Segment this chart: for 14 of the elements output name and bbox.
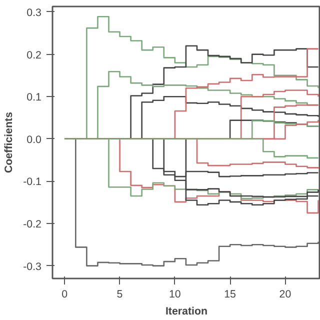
y-tick-label: 0.2 xyxy=(26,49,42,62)
y-tick-label: 0.0 xyxy=(26,134,42,146)
y-tick-label: -0.3 xyxy=(23,260,42,273)
y-axis-title: Coefficients xyxy=(3,112,16,173)
x-tick-label: 10 xyxy=(168,288,181,300)
y-tick-label: 0.3 xyxy=(26,7,42,19)
x-tick-label: 0 xyxy=(62,288,68,300)
x-axis-title: Iteration xyxy=(165,306,208,318)
y-tick-label: 0.1 xyxy=(26,92,42,104)
y-tick-label: -0.2 xyxy=(23,218,42,231)
x-tick-label: 5 xyxy=(116,288,123,300)
x-tick-label: 20 xyxy=(279,288,292,300)
x-tick-label: 15 xyxy=(224,288,236,300)
y-tick-label: -0.1 xyxy=(23,176,42,188)
